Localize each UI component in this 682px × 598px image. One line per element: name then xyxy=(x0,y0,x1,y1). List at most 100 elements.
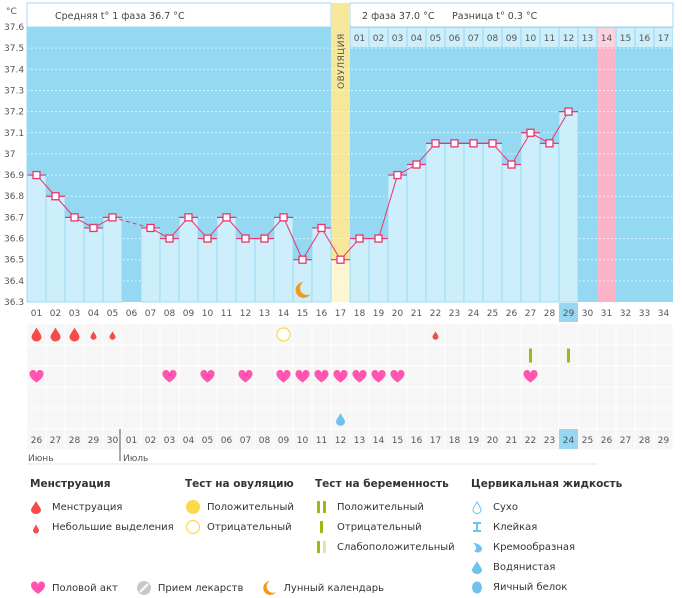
legend-title: Цервикальная жидкость xyxy=(471,478,623,490)
y-tick-label: 37.5 xyxy=(4,44,24,54)
calendar-date-label: 18 xyxy=(449,436,461,446)
event-cell xyxy=(483,387,502,408)
date-cell xyxy=(217,429,236,449)
event-cell xyxy=(122,345,141,366)
event-cell xyxy=(198,387,217,408)
event-cell xyxy=(179,324,198,345)
event-cell xyxy=(122,366,141,387)
temperature-bar xyxy=(501,164,522,303)
calendar-date-label: 05 xyxy=(202,436,213,446)
event-cell xyxy=(46,345,65,366)
calendar-date-label: 29 xyxy=(658,436,670,446)
event-cell xyxy=(635,345,654,366)
phase2-day-label: 12 xyxy=(563,34,574,44)
phase2-day-cell xyxy=(388,28,407,47)
cycle-day-label: 11 xyxy=(221,309,232,319)
event-cell xyxy=(483,408,502,429)
event-cell xyxy=(654,408,673,429)
date-cell xyxy=(46,429,65,449)
legend-item: Отрицательный xyxy=(207,521,292,533)
calendar-date-label: 02 xyxy=(145,436,156,446)
event-cell xyxy=(502,366,521,387)
temperature-bar xyxy=(463,142,484,303)
date-cell xyxy=(464,429,483,449)
temperature-point xyxy=(336,255,345,264)
y-tick-label: 37.6 xyxy=(4,23,24,33)
temperature-point xyxy=(70,213,79,222)
temperature-bar xyxy=(140,227,161,303)
cycle-day-label: 16 xyxy=(316,309,328,319)
cycle-day-label: 03 xyxy=(69,309,80,319)
calendar-date-label: 17 xyxy=(430,436,441,446)
cycle-day-label: 08 xyxy=(164,309,176,319)
event-cell xyxy=(27,387,46,408)
date-cell xyxy=(103,429,122,449)
event-cell xyxy=(445,387,464,408)
event-cell xyxy=(236,345,255,366)
date-cell xyxy=(331,429,350,449)
phase2-day-label: 13 xyxy=(582,34,593,44)
date-cell xyxy=(179,429,198,449)
temperature-point xyxy=(355,234,364,243)
temperature-point xyxy=(32,170,41,180)
event-cell xyxy=(502,408,521,429)
temperature-bar xyxy=(254,238,275,303)
calendar-date-label: 26 xyxy=(601,436,613,446)
watery-cervical-icon xyxy=(336,413,345,426)
event-cell xyxy=(597,387,616,408)
temperature-bar xyxy=(482,142,503,303)
temperature-bar xyxy=(539,142,560,303)
event-cell xyxy=(274,408,293,429)
calendar-date-label: 23 xyxy=(544,436,555,446)
temperature-point xyxy=(545,139,554,148)
legend-cervical-fluid: Цервикальная жидкость Сухо Клейкая Кремо… xyxy=(471,478,622,597)
event-cell xyxy=(445,366,464,387)
today-day-highlight xyxy=(559,303,578,322)
legend-item: Лунный календарь xyxy=(283,582,384,594)
event-cell xyxy=(445,345,464,366)
event-cell xyxy=(369,408,388,429)
temperature-bar xyxy=(159,238,180,303)
temperature-bar xyxy=(178,216,199,303)
chart-header: Средняя t° 1 фаза 36.7 °C 2 фаза 37.0 °C… xyxy=(26,2,674,28)
event-cell xyxy=(540,366,559,387)
ovulation-column xyxy=(331,3,350,302)
legend-item: Положительный xyxy=(207,501,294,513)
event-cell xyxy=(540,345,559,366)
phase2-day-label: 04 xyxy=(411,34,423,44)
cycle-day-label: 12 xyxy=(240,309,251,319)
calendar-date-label: 28 xyxy=(639,436,651,446)
event-cell xyxy=(350,345,369,366)
temperature-point xyxy=(165,234,174,243)
drop-icon xyxy=(30,499,52,515)
event-cell xyxy=(350,324,369,345)
date-cell xyxy=(27,429,46,449)
temperature-bar xyxy=(102,216,123,303)
phase2-day-label: 14 xyxy=(601,34,613,44)
calendar-date-label: 14 xyxy=(373,436,385,446)
legend-item: Яичный белок xyxy=(493,581,568,593)
cycle-day-label: 22 xyxy=(430,309,441,319)
event-cell xyxy=(141,366,160,387)
event-cell xyxy=(616,366,635,387)
temperature-point xyxy=(412,160,421,169)
date-cell xyxy=(255,429,274,449)
event-cell xyxy=(407,387,426,408)
date-cell xyxy=(369,429,388,449)
pregnancy-test-negative-icon xyxy=(529,348,532,363)
event-cell xyxy=(103,408,122,429)
event-cell xyxy=(464,366,483,387)
cycle-day-label: 18 xyxy=(354,309,366,319)
y-tick-label: 36.8 xyxy=(4,192,24,202)
spotting-drop-icon xyxy=(432,331,439,340)
calendar-date-label: 25 xyxy=(582,436,593,446)
event-cell xyxy=(274,387,293,408)
calendar-date-label: 30 xyxy=(107,436,119,446)
event-cell xyxy=(331,387,350,408)
phase2-day-cell xyxy=(597,28,616,47)
cycle-day-label: 30 xyxy=(582,309,594,319)
temperature-point xyxy=(222,213,231,222)
temperature-point xyxy=(146,223,155,233)
heart-icon xyxy=(162,369,177,383)
event-cell xyxy=(635,387,654,408)
